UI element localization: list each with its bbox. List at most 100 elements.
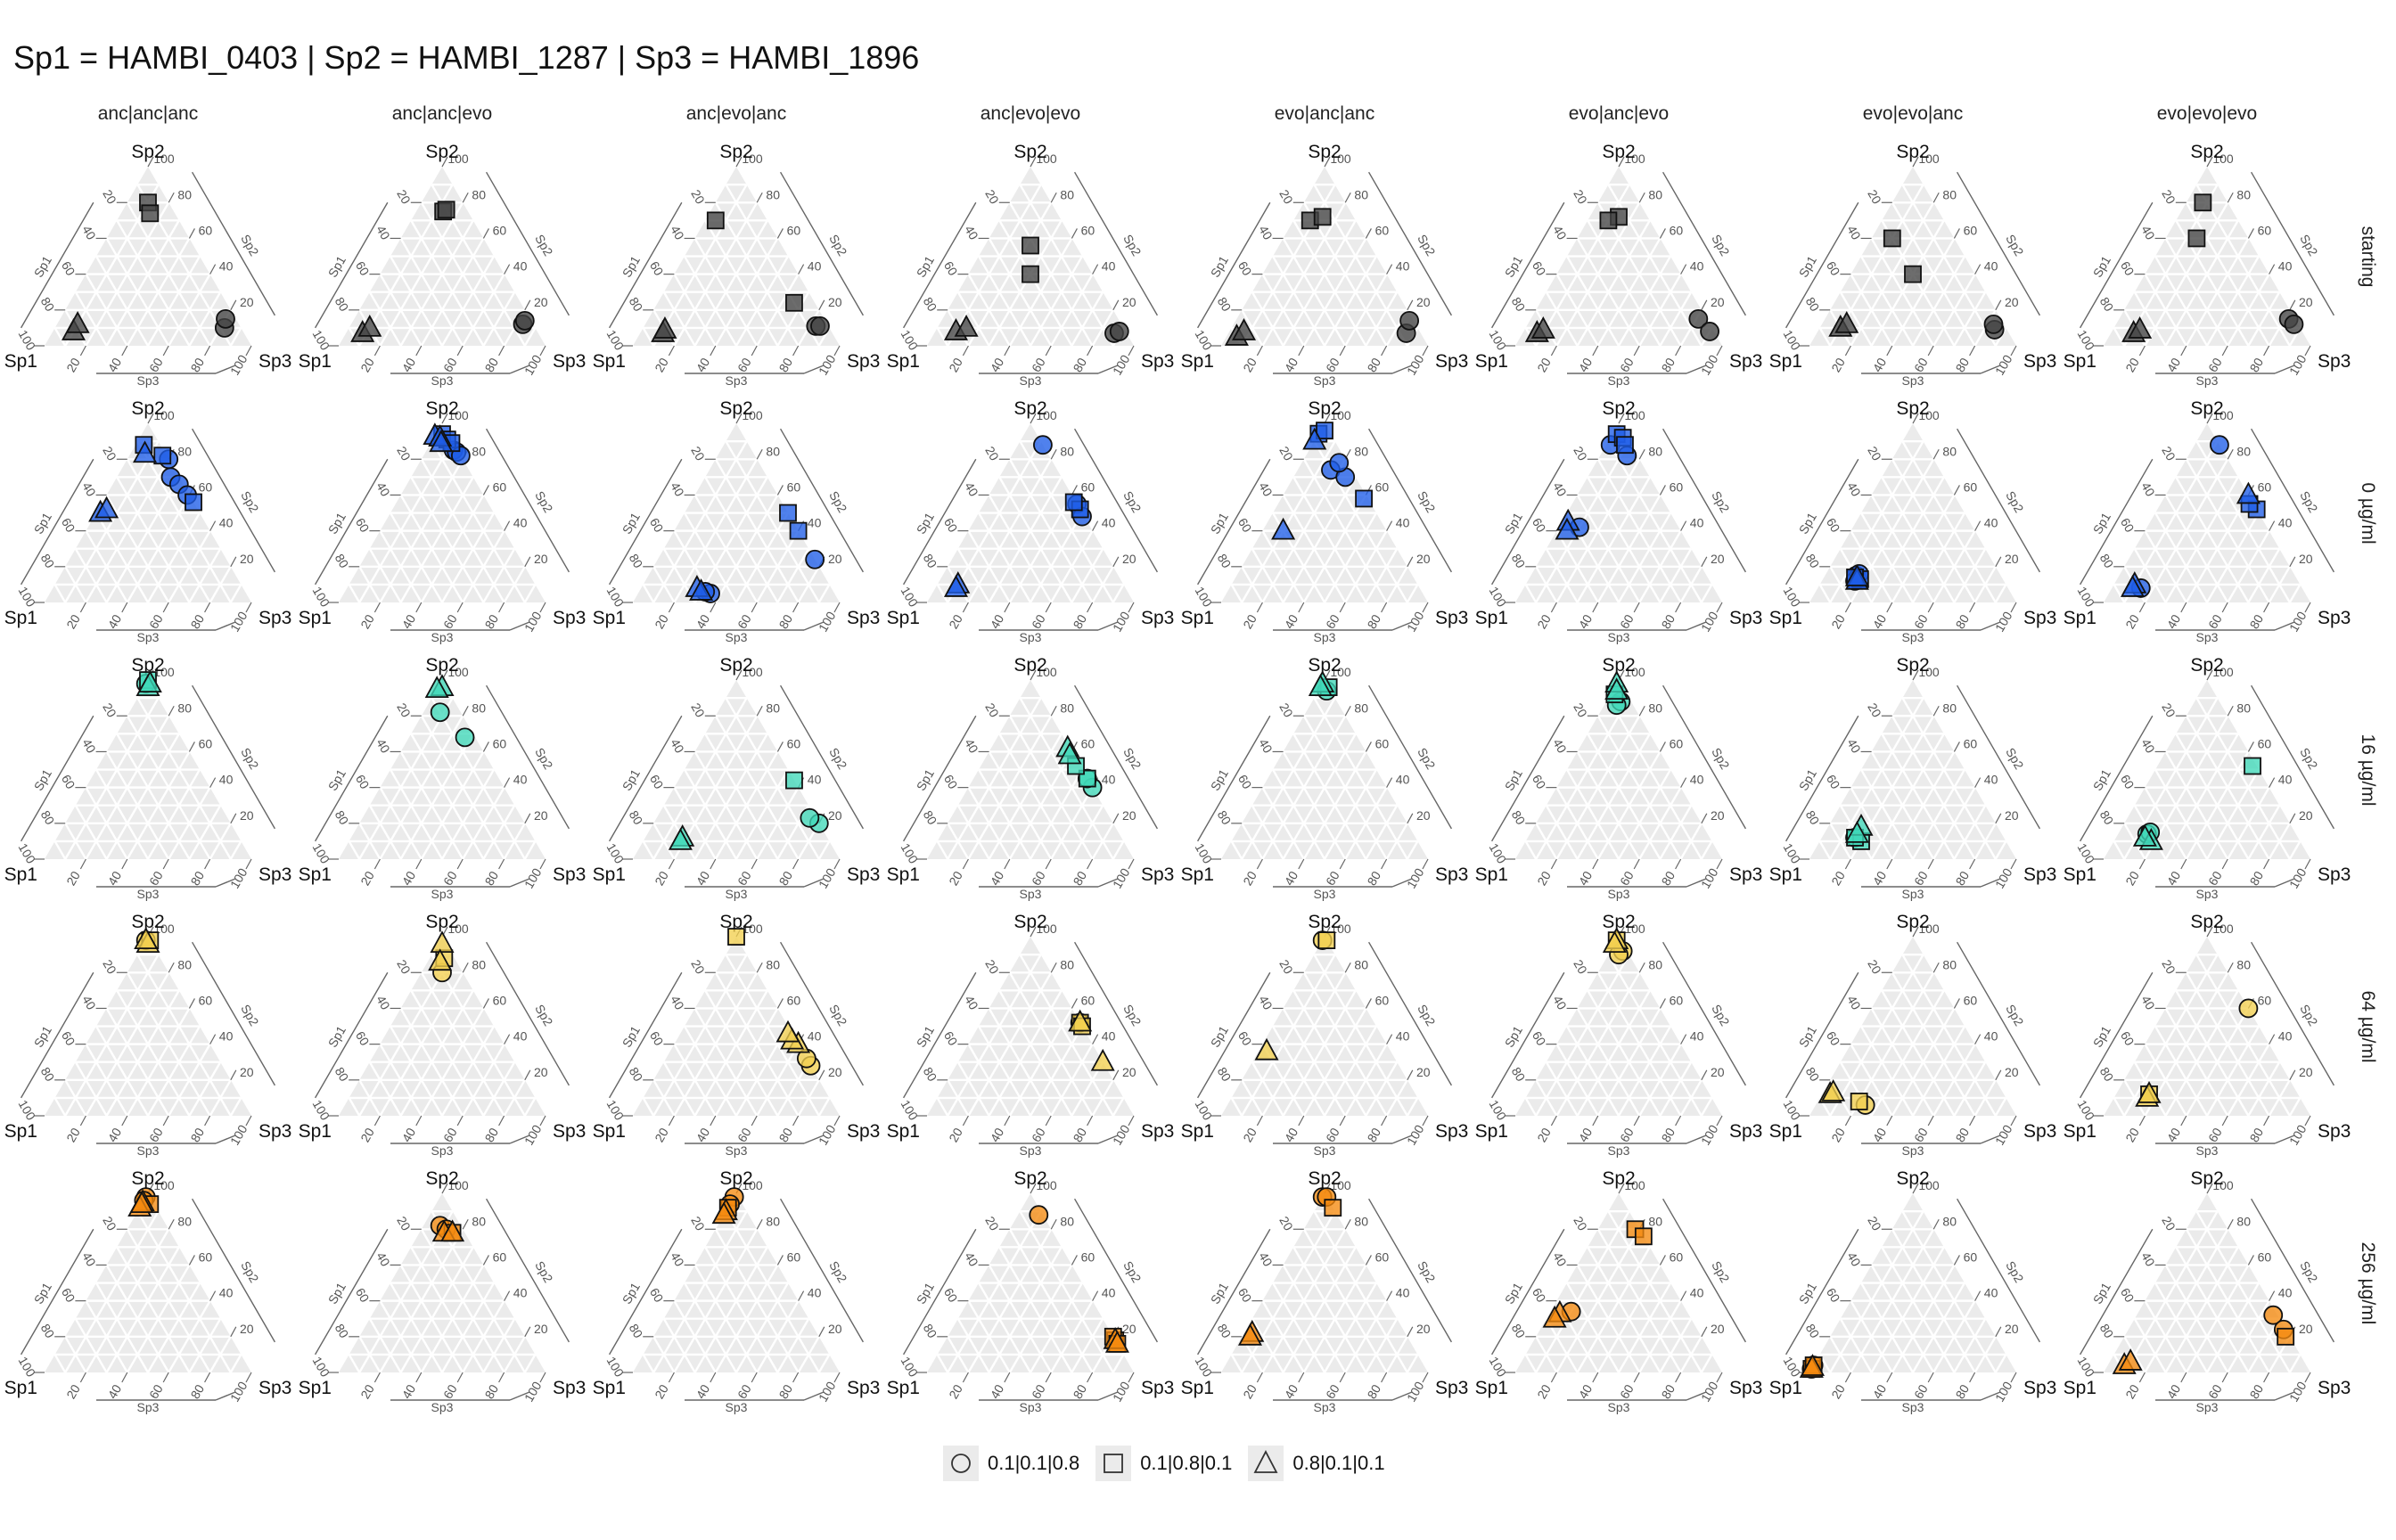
tick-label: 60 [1235, 772, 1255, 791]
bottom-axis-title: Sp3 [2196, 1400, 2219, 1414]
tick-label: 60 [440, 356, 460, 375]
tick-label: 60 [1824, 258, 1843, 278]
tick-label: 80 [472, 187, 486, 201]
tick-mark [463, 706, 468, 716]
tick-label: 80 [177, 444, 192, 458]
apex-label-sp3: Sp3 [2023, 608, 2056, 628]
legend-item-square: 0.1|0.8|0.1 [1095, 1446, 1232, 1481]
right-axis-title: Sp2 [1709, 1002, 1732, 1028]
tick-mark [1593, 859, 1598, 869]
tick-label: 100 [1110, 865, 1133, 890]
tick-mark [416, 346, 422, 356]
tick-label: 80 [481, 612, 501, 632]
tick-label: 40 [399, 869, 419, 889]
tick-mark [710, 346, 716, 356]
tick-mark [1340, 1116, 1345, 1126]
tick-mark [1702, 1327, 1707, 1337]
tick-label: 40 [808, 259, 822, 274]
tick-label: 60 [1323, 869, 1342, 889]
tick-label: 20 [1534, 356, 1554, 375]
bottom-axis-title: Sp3 [1314, 887, 1336, 901]
apex-label-sp1: Sp1 [2064, 864, 2096, 885]
tick-label: 40 [513, 1286, 528, 1300]
tick-label: 80 [2246, 1126, 2266, 1145]
tick-mark [1366, 998, 1371, 1008]
apex-label-sp2: Sp2 [1308, 912, 1341, 932]
square-point [2277, 1329, 2293, 1345]
tick-label: 80 [1658, 1126, 1678, 1145]
tick-mark [1257, 602, 1262, 612]
tick-label: 80 [177, 957, 192, 971]
tick-mark [457, 1372, 463, 1382]
tick-mark [525, 557, 530, 567]
tick-label: 100 [1487, 1097, 1510, 1122]
bottom-axis-title: Sp3 [1608, 1143, 1630, 1158]
tick-label: 40 [105, 869, 125, 889]
tick-mark [1717, 346, 1722, 356]
tick-label: 40 [2278, 773, 2293, 787]
tick-label: 80 [1364, 1126, 1383, 1145]
apex-label-sp1: Sp1 [887, 1378, 920, 1398]
apex-label-sp3: Sp3 [1141, 351, 1174, 372]
tick-mark [246, 346, 251, 356]
tick-label: 60 [1029, 1126, 1048, 1145]
tick-mark [963, 602, 968, 612]
bottom-axis-title: Sp3 [1020, 373, 1042, 388]
tick-label: 40 [2164, 1126, 2184, 1145]
tick-label: 100 [16, 584, 39, 609]
tick-label: 20 [2159, 187, 2179, 207]
tick-label: 20 [240, 1322, 254, 1336]
tick-label: 40 [962, 479, 981, 499]
tick-label: 20 [2159, 700, 2179, 720]
tick-label: 100 [898, 840, 922, 865]
tick-label: 80 [1354, 187, 1368, 201]
tick-label: 100 [1110, 1122, 1133, 1147]
ternary-panel: 20 40 60 80 100Sp320406080100Sp120406080100S… [299, 655, 587, 901]
tick-label: 40 [1550, 736, 1570, 756]
tick-label: 40 [962, 736, 981, 756]
apex-label-sp3: Sp3 [847, 351, 880, 372]
tick-mark [1717, 859, 1722, 869]
tick-label: 40 [1396, 773, 1410, 787]
tick-label: 20 [2005, 808, 2019, 823]
tick-label: 60 [1617, 1126, 1637, 1145]
tick-mark [1340, 1372, 1345, 1382]
tick-mark [2181, 602, 2187, 612]
tick-mark [189, 228, 194, 238]
tick-label: 100 [1404, 352, 1427, 377]
tick-mark [751, 859, 757, 869]
bottom-axis-title: Sp3 [726, 373, 748, 388]
tick-label: 60 [1964, 223, 1978, 237]
right-axis-title: Sp2 [1120, 1258, 1144, 1285]
tick-label: 60 [734, 356, 754, 375]
circle-point [456, 728, 474, 746]
tick-label: 80 [921, 552, 940, 571]
tick-mark [1717, 602, 1722, 612]
tick-mark [1423, 859, 1428, 869]
tick-mark [757, 1219, 762, 1229]
tick-label: 80 [1215, 295, 1235, 315]
tick-mark [499, 346, 505, 356]
tick-mark [483, 485, 488, 495]
apex-label-sp3: Sp3 [258, 864, 291, 885]
bottom-axis-title: Sp3 [1902, 1400, 1924, 1414]
tick-label: 80 [1364, 612, 1383, 632]
tick-label: 60 [2258, 736, 2272, 750]
bottom-axis-title: Sp3 [726, 1143, 748, 1158]
apex-label-sp2: Sp2 [1308, 1168, 1341, 1189]
tick-label: 60 [1824, 1285, 1843, 1305]
tick-label: 40 [399, 1126, 419, 1145]
apex-label-sp2: Sp2 [131, 398, 164, 419]
tick-mark [963, 1116, 968, 1126]
tick-label: 40 [513, 516, 528, 530]
apex-label-sp3: Sp3 [1141, 1121, 1174, 1142]
ternary-panel: 20 40 60 80 100Sp320406080100Sp120406080100S… [1475, 655, 1763, 901]
ternary-panel: 20 40 60 80 100Sp320406080100Sp120406080100S… [1475, 1168, 1763, 1414]
tick-mark [168, 962, 174, 972]
tick-mark [1660, 1255, 1665, 1265]
tick-mark [834, 1372, 840, 1382]
tick-label: 40 [808, 1029, 822, 1044]
bottom-axis-title: Sp3 [1902, 1143, 1924, 1158]
tick-mark [2269, 265, 2275, 274]
tick-label: 60 [59, 1028, 78, 1048]
